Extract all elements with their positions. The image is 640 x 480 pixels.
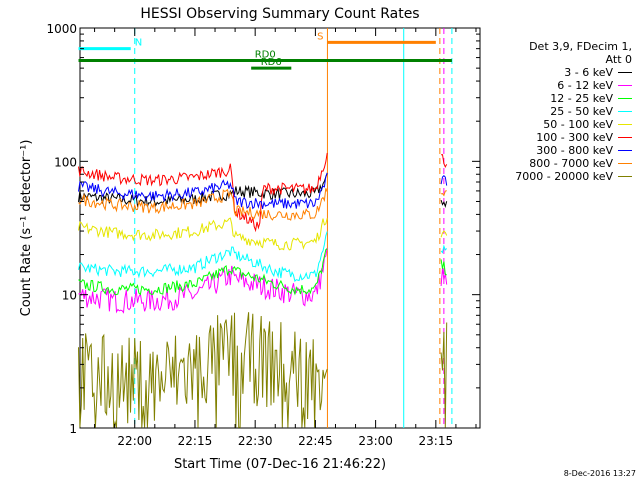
generated-date: 8-Dec-2016 13:27 <box>563 469 636 478</box>
series-800-7000keV <box>78 188 447 221</box>
annotation-label-RD6: RD6 <box>261 57 282 68</box>
series-line-2-0 <box>78 248 328 296</box>
series-line-4-1 <box>440 230 448 238</box>
legend-swatch <box>618 85 632 86</box>
series-line-2-1 <box>440 259 447 276</box>
legend-title-line-1: Det 3,9, FDecim 1, <box>529 40 632 53</box>
x-tick-label: 23:00 <box>358 434 393 448</box>
legend-item: 12 - 25 keV <box>492 92 632 105</box>
x-tick-label: 22:00 <box>117 434 152 448</box>
annotation-label-S: S <box>317 31 323 42</box>
legend-item: 800 - 7000 keV <box>492 157 632 170</box>
series-line-6-1 <box>440 175 448 186</box>
legend-label: 800 - 7000 keV <box>529 157 613 170</box>
legend-label: 12 - 25 keV <box>550 92 613 105</box>
legend-item: 50 - 100 keV <box>492 118 632 131</box>
series-line-5-1 <box>441 154 448 169</box>
series-25-50keV <box>78 231 448 283</box>
series-6-12keV <box>78 247 448 314</box>
y-tick-label: 100 <box>54 155 77 169</box>
legend-label: 25 - 50 keV <box>550 105 613 118</box>
series-line-8-0 <box>78 312 328 428</box>
y-tick-label: 1000 <box>46 22 77 36</box>
series-100-300keV <box>78 152 448 233</box>
series-line-6-0 <box>78 172 328 210</box>
legend-label: 6 - 12 keV <box>557 79 613 92</box>
series-300-800keV <box>78 172 448 210</box>
series-line-7-0 <box>78 188 328 221</box>
legend-item: 6 - 12 keV <box>492 79 632 92</box>
legend-label: 50 - 100 keV <box>543 118 613 131</box>
series-12-25keV <box>78 248 447 296</box>
legend-item: 100 - 300 keV <box>492 131 632 144</box>
legend-label: 3 - 6 keV <box>564 66 613 79</box>
y-axis-label: Count Rate (s⁻¹ detector⁻¹) <box>19 140 34 317</box>
legend-label: 100 - 300 keV <box>536 131 613 144</box>
x-tick-label: 22:15 <box>178 434 213 448</box>
legend-swatch <box>618 72 632 73</box>
legend-swatch <box>618 163 632 164</box>
legend-item: 3 - 6 keV <box>492 66 632 79</box>
legend-swatch <box>618 150 632 151</box>
series-line-8-1 <box>440 322 448 428</box>
legend-item: 25 - 50 keV <box>492 105 632 118</box>
series-50-100keV <box>78 217 448 251</box>
legend-swatch <box>618 137 632 138</box>
series-line-3-1 <box>440 244 448 254</box>
legend-swatch <box>618 124 632 125</box>
legend-title-line-2: Att 0 <box>605 53 632 66</box>
chart-title: HESSI Observing Summary Count Rates <box>140 6 419 22</box>
plot-frame <box>79 27 481 429</box>
series-line-3-0 <box>78 231 328 283</box>
legend-swatch <box>618 176 632 177</box>
series-7000-20000keV <box>78 312 448 428</box>
x-tick-label: 23:15 <box>419 434 454 448</box>
legend-label: 300 - 800 keV <box>536 144 613 157</box>
x-tick-label: 22:30 <box>238 434 273 448</box>
y-tick-label: 1 <box>69 422 77 436</box>
annotation-label-N: N <box>135 38 142 49</box>
x-tick-label: 22:45 <box>298 434 333 448</box>
y-tick-label: 10 <box>62 289 77 303</box>
series-line-0-1 <box>440 199 448 208</box>
legend-swatch <box>618 111 632 112</box>
legend: Det 3,9, FDecim 1, Att 0 3 - 6 keV 6 - 12… <box>492 40 632 183</box>
annotation-label-RD0: RD0 <box>255 50 276 61</box>
x-axis-label: Start Time (07-Dec-16 21:46:22) <box>174 457 386 472</box>
series-line-0-0 <box>78 172 328 208</box>
series-line-1-1 <box>440 267 448 287</box>
legend-item: 300 - 800 keV <box>492 144 632 157</box>
series-line-7-1 <box>440 190 447 197</box>
series-line-4-0 <box>78 217 328 251</box>
legend-swatch <box>618 98 632 99</box>
legend-label: 7000 - 20000 keV <box>515 170 613 183</box>
series-3-6keV <box>78 172 448 208</box>
legend-item: 7000 - 20000 keV <box>492 170 632 183</box>
series-line-1-0 <box>78 247 328 314</box>
series-line-5-0 <box>78 152 328 233</box>
